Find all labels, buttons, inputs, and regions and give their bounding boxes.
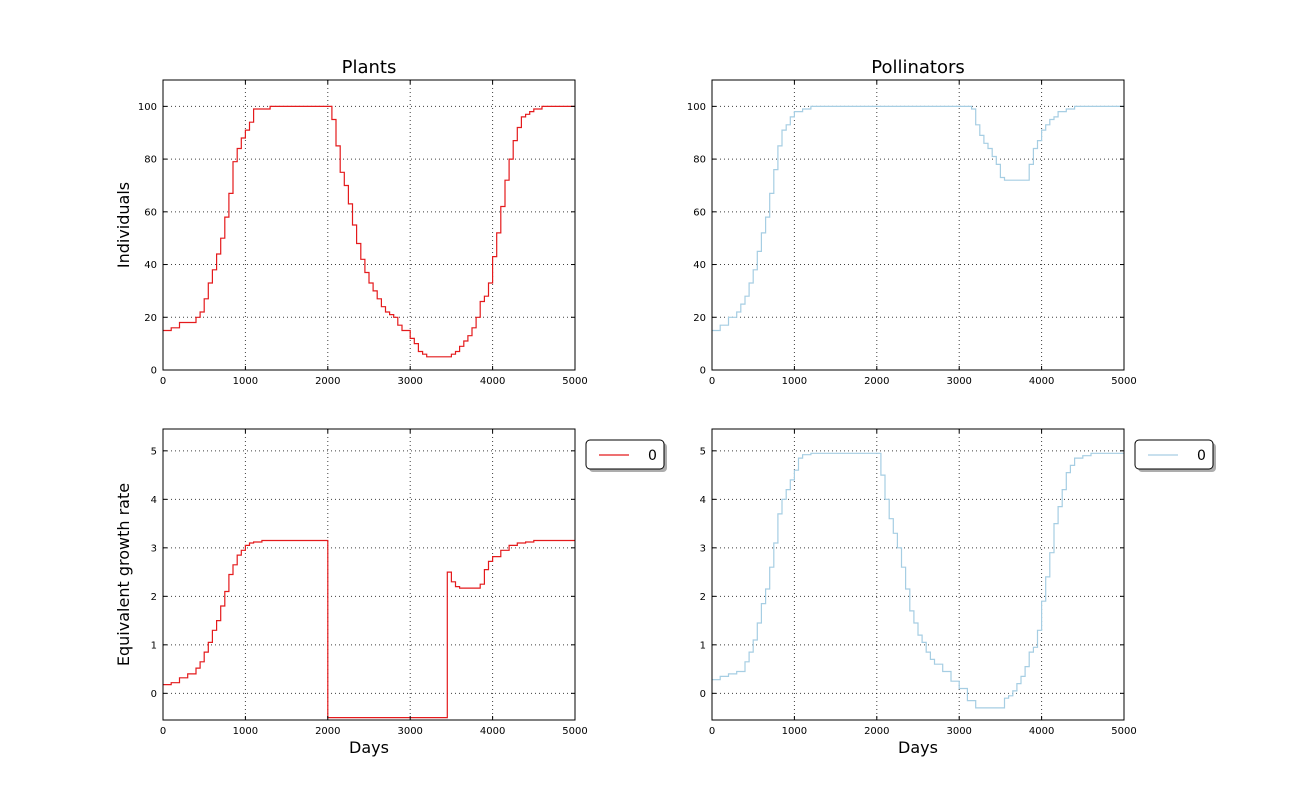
x-tick-label: 0 xyxy=(160,376,166,387)
y-tick-label: 0 xyxy=(700,366,706,377)
y-axis-label: Individuals xyxy=(114,182,133,268)
x-tick-label: 1000 xyxy=(233,376,258,387)
x-tick-label: 4000 xyxy=(1029,726,1054,737)
legend-label: 0 xyxy=(1197,448,1206,464)
y-tick-label: 0 xyxy=(151,689,157,700)
plants-individuals-panel: 0 1000 2000 3000 4000 5000 0 20 40 60 80 100 Plants I… xyxy=(114,57,588,387)
x-tick-label: 0 xyxy=(709,726,715,737)
x-tick-label: 2000 xyxy=(864,726,889,737)
x-tick-label: 1000 xyxy=(233,726,258,737)
y-tick-label: 60 xyxy=(693,207,706,218)
y-tick-label: 20 xyxy=(144,313,157,324)
x-tick-label: 0 xyxy=(709,376,715,387)
plants-growth-rate-panel: 0 1000 2000 3000 4000 5000 0 1 2 3 4 5 Days Equivalen… xyxy=(114,428,667,757)
legend: 0 xyxy=(585,439,667,472)
x-tick-label: 2000 xyxy=(315,376,340,387)
x-tick-label: 3000 xyxy=(397,726,422,737)
y-tick-label: 80 xyxy=(144,155,157,166)
y-tick-label: 20 xyxy=(693,313,706,324)
y-tick-label: 1 xyxy=(151,640,157,651)
x-tick-label: 4000 xyxy=(1029,376,1054,387)
x-tick-label: 3000 xyxy=(946,376,971,387)
x-tick-label: 5000 xyxy=(1111,376,1136,387)
x-tick-label: 0 xyxy=(160,726,166,737)
x-axis-label: Days xyxy=(349,738,389,757)
axes-frame xyxy=(711,79,1125,371)
pollinators-growth-rate-panel: 0 1000 2000 3000 4000 5000 0 1 2 3 4 5 Days 0 xyxy=(700,428,1216,757)
y-axis-label: Equivalent growth rate xyxy=(114,483,133,666)
y-tick-label: 100 xyxy=(138,102,157,113)
x-tick-label: 3000 xyxy=(397,376,422,387)
legend-label: 0 xyxy=(648,448,657,464)
x-tick-label: 4000 xyxy=(480,726,505,737)
y-tick-label: 5 xyxy=(700,446,706,457)
legend: 0 xyxy=(1134,439,1216,472)
axes-frame xyxy=(162,428,576,721)
series-line-0 xyxy=(163,105,575,358)
y-tick-label: 2 xyxy=(700,592,706,603)
y-tick-label: 4 xyxy=(700,495,706,506)
x-tick-label: 5000 xyxy=(562,726,587,737)
axes-frame xyxy=(162,79,576,371)
x-tick-label: 3000 xyxy=(946,726,971,737)
x-axis-label: Days xyxy=(898,738,938,757)
x-tick-label: 2000 xyxy=(864,376,889,387)
series-line-0 xyxy=(712,105,1124,332)
axes-frame xyxy=(711,428,1125,721)
x-tick-label: 1000 xyxy=(782,726,807,737)
y-tick-label: 40 xyxy=(144,260,157,271)
y-tick-label: 2 xyxy=(151,592,157,603)
pollinators-individuals-panel: 0 1000 2000 3000 4000 5000 0 20 40 60 80 100 Pollina… xyxy=(687,57,1137,387)
x-tick-label: 4000 xyxy=(480,376,505,387)
y-tick-label: 100 xyxy=(687,102,706,113)
y-tick-label: 5 xyxy=(151,446,157,457)
y-tick-label: 40 xyxy=(693,260,706,271)
y-tick-label: 0 xyxy=(700,689,706,700)
y-tick-label: 3 xyxy=(700,543,706,554)
series-line-0 xyxy=(163,539,575,719)
y-tick-label: 60 xyxy=(144,207,157,218)
x-tick-label: 5000 xyxy=(562,376,587,387)
y-tick-label: 80 xyxy=(693,155,706,166)
y-tick-label: 1 xyxy=(700,640,706,651)
y-tick-label: 3 xyxy=(151,543,157,554)
x-tick-label: 1000 xyxy=(782,376,807,387)
chart-title: Plants xyxy=(342,57,397,78)
x-tick-label: 2000 xyxy=(315,726,340,737)
y-tick-label: 0 xyxy=(151,366,157,377)
chart-title: Pollinators xyxy=(871,57,965,78)
series-line-0 xyxy=(712,452,1124,709)
y-tick-label: 4 xyxy=(151,495,157,506)
x-tick-label: 5000 xyxy=(1111,726,1136,737)
